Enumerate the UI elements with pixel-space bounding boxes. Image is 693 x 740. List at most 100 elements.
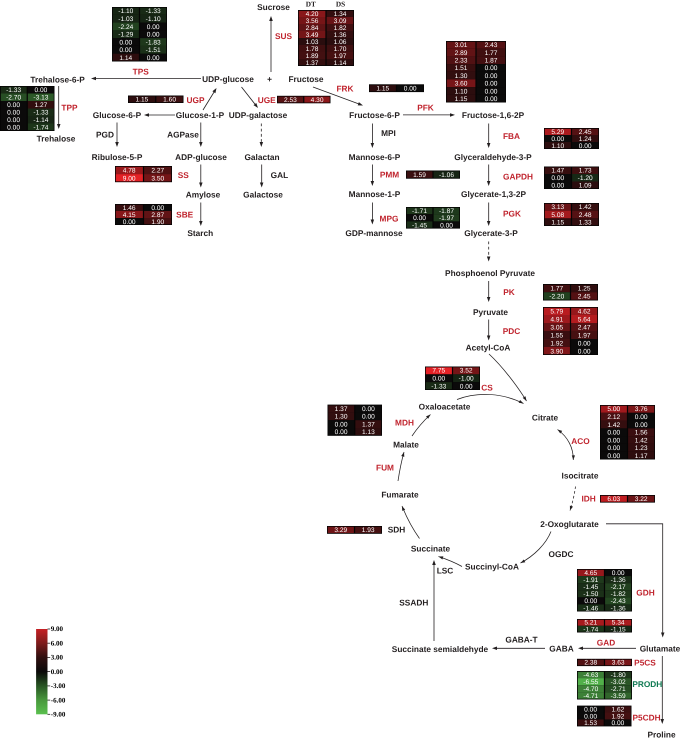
svg-text:Citrate: Citrate <box>532 412 559 422</box>
svg-text:UDP-glucose: UDP-glucose <box>202 74 254 84</box>
svg-text:SUS: SUS <box>275 31 293 41</box>
svg-text:1.56: 1.56 <box>635 430 648 437</box>
svg-text:1.70: 1.70 <box>334 46 347 53</box>
svg-text:5.64: 5.64 <box>578 316 591 323</box>
svg-text:Glyceraldehyde-3-P: Glyceraldehyde-3-P <box>454 152 532 162</box>
svg-text:0.00: 0.00 <box>551 183 564 190</box>
svg-text:7.75: 7.75 <box>432 368 445 375</box>
svg-text:P5CS: P5CS <box>634 657 656 667</box>
svg-text:1.97: 1.97 <box>578 332 591 339</box>
svg-text:UDP-galactose: UDP-galactose <box>229 110 288 120</box>
svg-text:0.00: 0.00 <box>7 125 20 132</box>
svg-text:0.00: 0.00 <box>607 430 620 437</box>
svg-text:2.12: 2.12 <box>607 414 620 421</box>
svg-text:1.10: 1.10 <box>551 143 564 150</box>
svg-text:1.97: 1.97 <box>334 53 347 60</box>
svg-text:1.77: 1.77 <box>550 285 563 292</box>
svg-text:0.00: 0.00 <box>607 453 620 460</box>
svg-text:MPG: MPG <box>380 214 399 224</box>
svg-text:1.36: 1.36 <box>334 32 347 39</box>
svg-text:-1.82: -1.82 <box>611 591 626 598</box>
svg-text:2.87: 2.87 <box>151 212 164 219</box>
svg-text:3.01: 3.01 <box>455 42 468 49</box>
svg-text:0.00: 0.00 <box>584 598 597 605</box>
svg-text:3.52: 3.52 <box>460 368 473 375</box>
svg-text:2.47: 2.47 <box>578 324 591 331</box>
svg-text:-6.55: -6.55 <box>583 679 598 686</box>
svg-text:4.15: 4.15 <box>123 212 136 219</box>
svg-text:2.27: 2.27 <box>151 167 164 174</box>
svg-text:-4.71: -4.71 <box>583 693 598 700</box>
svg-text:1.51: 1.51 <box>455 65 468 72</box>
svg-text:0.00: 0.00 <box>612 570 625 577</box>
svg-text:0.00: 0.00 <box>7 102 20 109</box>
svg-text:SSADH: SSADH <box>399 597 428 607</box>
svg-text:-1.29: -1.29 <box>118 32 133 39</box>
svg-text:0.00: 0.00 <box>551 175 564 182</box>
svg-text:PFK: PFK <box>417 102 434 112</box>
svg-text:6.03: 6.03 <box>607 496 620 503</box>
svg-text:-2.20: -2.20 <box>549 294 564 301</box>
svg-text:Sucrose: Sucrose <box>257 2 290 12</box>
svg-text:1.34: 1.34 <box>334 11 347 18</box>
svg-text:FBA: FBA <box>503 131 520 141</box>
svg-text:0.00: 0.00 <box>635 414 648 421</box>
svg-text:0.00: 0.00 <box>485 73 498 80</box>
svg-text:-1.74: -1.74 <box>33 125 48 132</box>
svg-text:-1.87: -1.87 <box>439 208 454 215</box>
svg-text:LSC: LSC <box>437 566 454 576</box>
svg-text:2.89: 2.89 <box>455 50 468 57</box>
svg-text:-1.06: -1.06 <box>439 172 454 179</box>
svg-text:0.00: 0.00 <box>119 47 132 54</box>
svg-text:0.00: 0.00 <box>551 136 564 143</box>
svg-text:0.00: 0.00 <box>635 422 648 429</box>
svg-text:Fructose-6-P: Fructose-6-P <box>349 110 400 120</box>
svg-text:UGE: UGE <box>258 95 276 105</box>
svg-text:UGP: UGP <box>187 95 205 105</box>
svg-text:0.00: 0.00 <box>578 348 591 355</box>
svg-text:0.00: 0.00 <box>147 55 160 62</box>
svg-text:4.62: 4.62 <box>578 308 591 315</box>
svg-text:0.00: 0.00 <box>147 32 160 39</box>
svg-text:1.37: 1.37 <box>335 406 348 413</box>
svg-text:GAPDH: GAPDH <box>503 171 533 181</box>
svg-text:2.45: 2.45 <box>579 129 592 136</box>
svg-text:-9.00: -9.00 <box>51 711 66 719</box>
svg-text:1.30: 1.30 <box>455 73 468 80</box>
svg-text:0.00: 0.00 <box>147 24 160 31</box>
svg-text:-1.74: -1.74 <box>583 626 598 633</box>
svg-text:1.27: 1.27 <box>34 102 47 109</box>
svg-text:Succinate: Succinate <box>411 544 451 554</box>
svg-text:1.89: 1.89 <box>306 53 319 60</box>
svg-text:-3.13: -3.13 <box>33 95 48 102</box>
svg-text:PMM: PMM <box>380 170 399 180</box>
svg-text:0.00: 0.00 <box>404 86 417 93</box>
svg-text:Glutamate: Glutamate <box>640 644 681 654</box>
svg-text:1.13: 1.13 <box>362 429 375 436</box>
svg-text:-1.50: -1.50 <box>583 591 598 598</box>
svg-text:1.03: 1.03 <box>306 39 319 46</box>
svg-text:1.42: 1.42 <box>607 422 620 429</box>
svg-text:0.00: 0.00 <box>362 406 375 413</box>
svg-text:2.48: 2.48 <box>579 212 592 219</box>
svg-text:0.00: 0.00 <box>51 668 64 676</box>
svg-text:-1.45: -1.45 <box>583 584 598 591</box>
svg-text:DS: DS <box>336 0 345 8</box>
svg-text:-2.17: -2.17 <box>611 584 626 591</box>
svg-text:3.29: 3.29 <box>334 527 347 534</box>
svg-text:1.10: 1.10 <box>455 88 468 95</box>
svg-text:-3.02: -3.02 <box>611 679 626 686</box>
svg-text:-1.71: -1.71 <box>412 208 427 215</box>
svg-text:Amylose: Amylose <box>186 190 221 200</box>
svg-text:0.00: 0.00 <box>335 429 348 436</box>
svg-text:Galactan: Galactan <box>244 152 279 162</box>
svg-text:GABA-T: GABA-T <box>505 634 537 644</box>
svg-text:1.92: 1.92 <box>550 340 563 347</box>
svg-text:GABA: GABA <box>549 644 573 654</box>
svg-text:4.20: 4.20 <box>306 11 319 18</box>
svg-text:0.00: 0.00 <box>578 340 591 347</box>
svg-text:1.23: 1.23 <box>635 445 648 452</box>
svg-text:-1.33: -1.33 <box>146 8 161 15</box>
svg-text:OGDC: OGDC <box>549 549 574 559</box>
svg-text:-4.70: -4.70 <box>583 686 598 693</box>
